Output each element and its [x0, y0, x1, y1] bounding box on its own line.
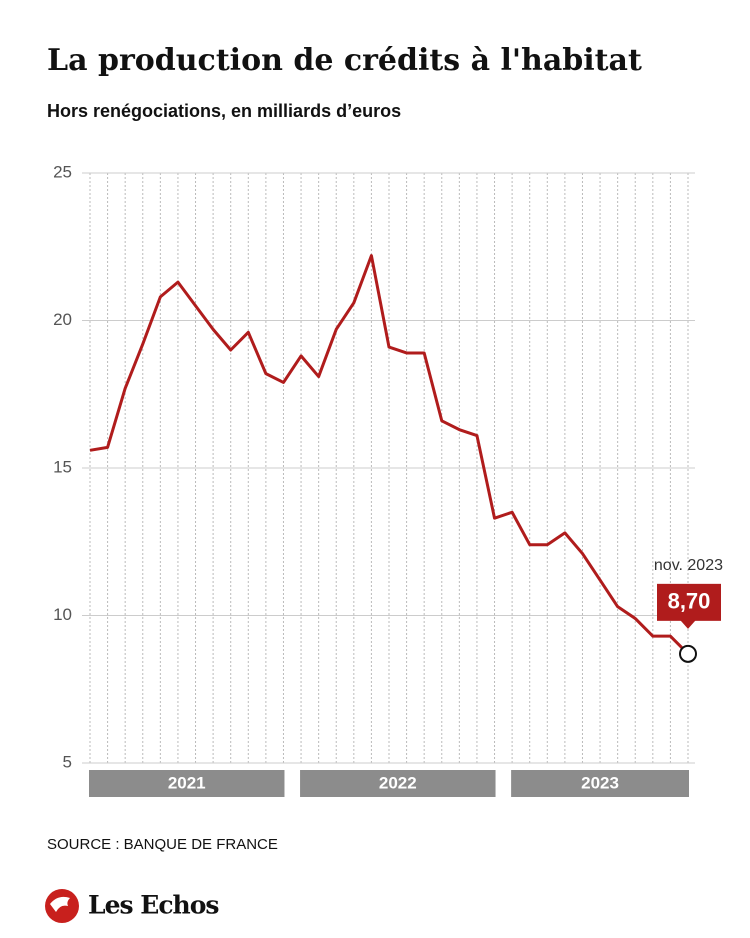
logo	[45, 889, 79, 923]
year-bar	[89, 770, 285, 797]
value-label-box	[657, 583, 721, 621]
chart-subtitle: Hors renégociations, en milliards d’euro…	[47, 101, 401, 121]
brand: Les Echos	[88, 891, 219, 920]
year-label: 2021	[168, 773, 206, 792]
value-label: 8,70	[668, 589, 711, 614]
last-point	[679, 644, 697, 663]
y-tick-label: 5	[63, 752, 72, 771]
y-tick-label: 25	[53, 162, 72, 181]
value-label-pointer	[680, 619, 696, 629]
y-tick-label: 20	[53, 310, 72, 329]
series-line	[89, 254, 690, 655]
chart-title: La production de crédits à l'habitat	[47, 43, 642, 78]
year-label: 2022	[379, 773, 417, 792]
year-bar	[300, 770, 496, 797]
y-tick-label: 10	[53, 605, 72, 624]
annotation: nov. 2023	[654, 557, 723, 574]
year-bar	[511, 770, 689, 797]
year-label: 2023	[581, 773, 619, 792]
source: SOURCE : BANQUE DE FRANCE	[47, 836, 278, 853]
y-tick-label: 15	[53, 457, 72, 476]
